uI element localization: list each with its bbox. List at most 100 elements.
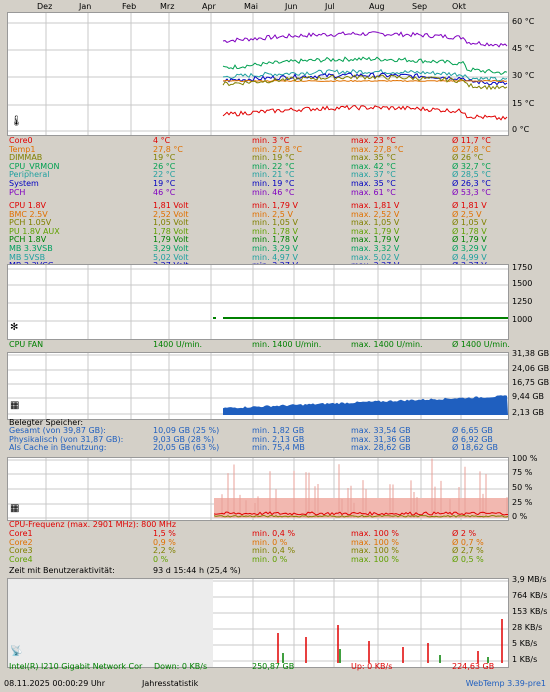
footer-mode[interactable]: Jahresstatistik (142, 679, 199, 688)
memory-name: Physikalisch (von 31,87 GB): (9, 434, 124, 444)
temperature-series-line (223, 72, 508, 86)
temperature-min: min. 46 °C (252, 187, 295, 197)
voltage-avg: Ø 1,81 V (452, 201, 487, 210)
memory-max: max. 31,36 GB (351, 434, 411, 444)
temperature-series-line (222, 56, 508, 76)
y-tick-label: 1000 (512, 315, 533, 324)
cpu-chart: ▦ (7, 457, 509, 521)
cpu-name: Core2 (9, 537, 33, 547)
temperature-max: max. 37 °C (351, 170, 396, 180)
y-tick-label: 1250 (512, 297, 533, 306)
temperature-max: max. 35 °C (351, 153, 396, 163)
month-label: Feb (122, 2, 137, 11)
voltage-min: min. 1,05 V (252, 218, 298, 228)
cpu-max: max. 100 % (351, 529, 399, 538)
y-tick-label: 2,13 GB (512, 408, 545, 417)
voltage-name: PU 1.8V AUX (9, 226, 60, 236)
temperature-avg: Ø 32,7 °C (452, 161, 491, 171)
temperature-plot (8, 13, 508, 135)
network-chart: 📡 (7, 578, 509, 668)
temperature-name: Temp1 (9, 144, 36, 154)
month-label: Okt (452, 2, 467, 11)
memory-avg: Ø 6,92 GB (452, 434, 493, 444)
temperature-cur: 19 °C (153, 179, 176, 188)
memory-avg: Ø 6,65 GB (452, 426, 493, 435)
cpu-cur: 2,2 % (153, 546, 176, 556)
voltage-cur: 1,78 Volt (153, 226, 189, 236)
cpu-icon: ▦ (10, 503, 20, 514)
network-up-total: 224,63 GB (452, 662, 495, 671)
memory-plot (8, 353, 508, 419)
temperature-cur: 19 °C (153, 153, 176, 163)
voltage-min: min. 1,78 V (252, 226, 298, 236)
memory-cur: 9,03 GB (28 %) (153, 434, 215, 444)
temperature-min: min. 27,8 °C (252, 144, 303, 154)
memory-cur: 10,09 GB (25 %) (153, 426, 220, 435)
y-tick-label: 24,06 GB (512, 364, 550, 373)
temperature-avg: Ø 27,8 °C (452, 144, 491, 154)
voltage-cur: 1,81 Volt (153, 201, 189, 210)
temperature-min: min. 3 °C (252, 136, 290, 145)
cpu-max: max. 100 % (351, 537, 399, 547)
fan-min: min. 1400 U/min. (252, 340, 322, 349)
temperature-max: max. 42 °C (351, 161, 396, 171)
temperature-min: min. 19 °C (252, 179, 295, 188)
voltage-cur: 1,79 Volt (153, 235, 189, 245)
memory-min: min. 75,4 MB (252, 443, 305, 453)
cpu-min: min. 0 % (252, 537, 288, 547)
temperature-cur: 26 °C (153, 161, 176, 171)
cpu-cur: 0 % (153, 554, 169, 564)
footer-version[interactable]: WebTemp 3.39-pre1 (465, 679, 546, 688)
voltage-name: PCH 1.8V (9, 235, 47, 245)
network-plot (8, 579, 508, 667)
voltage-avg: Ø 3,29 V (452, 244, 487, 253)
temperature-avg: Ø 26,3 °C (452, 179, 491, 188)
month-label: Mrz (160, 2, 175, 11)
cpu-cur: 0,9 % (153, 537, 176, 547)
y-tick-label: 31,38 GB (512, 349, 550, 358)
temperature-avg: Ø 11,7 °C (452, 136, 491, 145)
temperature-min: min. 21 °C (252, 170, 295, 180)
temperature-min: min. 19 °C (252, 153, 295, 163)
fan-icon: ✻ (10, 322, 19, 333)
voltage-cur: 2,52 Volt (153, 209, 189, 219)
y-tick-label: 60 °C (512, 17, 535, 26)
memory-max: max. 28,62 GB (351, 443, 411, 453)
y-tick-label: 5 KB/s (512, 639, 538, 648)
y-tick-label: 9,44 GB (512, 392, 545, 401)
y-tick-label: 16,75 GB (512, 378, 550, 387)
network-down-total: 250,87 GB (252, 662, 295, 671)
temperature-series-line (222, 68, 508, 83)
cpu-cur: 1,5 % (153, 529, 176, 538)
memory-max: max. 33,54 GB (351, 426, 411, 435)
temperature-name: Peripheral (9, 170, 50, 180)
fan-current: 1400 U/min. (153, 340, 203, 349)
memory-area (223, 395, 508, 415)
y-tick-label: 75 % (512, 468, 533, 477)
cpu-max: max. 100 % (351, 546, 399, 556)
cpu-name: Core1 (9, 529, 33, 538)
cpu-name: Core4 (9, 554, 33, 564)
voltage-name: MB 5VSB (9, 252, 46, 262)
cpu-core1-line (213, 511, 508, 516)
temperature-max: max. 27,8 °C (351, 144, 404, 154)
temperature-series-line (222, 104, 508, 121)
voltage-min: min. 1,78 V (252, 235, 298, 245)
memory-avg: Ø 18,62 GB (452, 443, 498, 453)
temperature-cur: 22 °C (153, 170, 176, 180)
voltage-max: max. 1,81 V (351, 201, 400, 210)
y-tick-label: 100 % (512, 454, 538, 463)
network-name: Intel(R) I210 Gigabit Network Cor (9, 662, 143, 671)
cpu-avg: Ø 0,5 % (452, 554, 484, 564)
voltage-max: max. 2,52 V (351, 209, 400, 219)
temperature-min: min. 22 °C (252, 161, 295, 171)
voltage-avg: Ø 1,05 V (452, 218, 487, 228)
antenna-icon: 📡 (10, 646, 23, 657)
network-up: Up: 0 KB/s (351, 662, 393, 671)
temperature-chart: 🌡 (7, 12, 509, 136)
network-down: Down: 0 KB/s (154, 662, 208, 671)
voltage-min: min. 3,29 V (252, 244, 298, 253)
y-tick-label: 1500 (512, 279, 533, 288)
temperature-max: max. 23 °C (351, 136, 396, 145)
y-tick-label: 45 °C (512, 44, 535, 53)
